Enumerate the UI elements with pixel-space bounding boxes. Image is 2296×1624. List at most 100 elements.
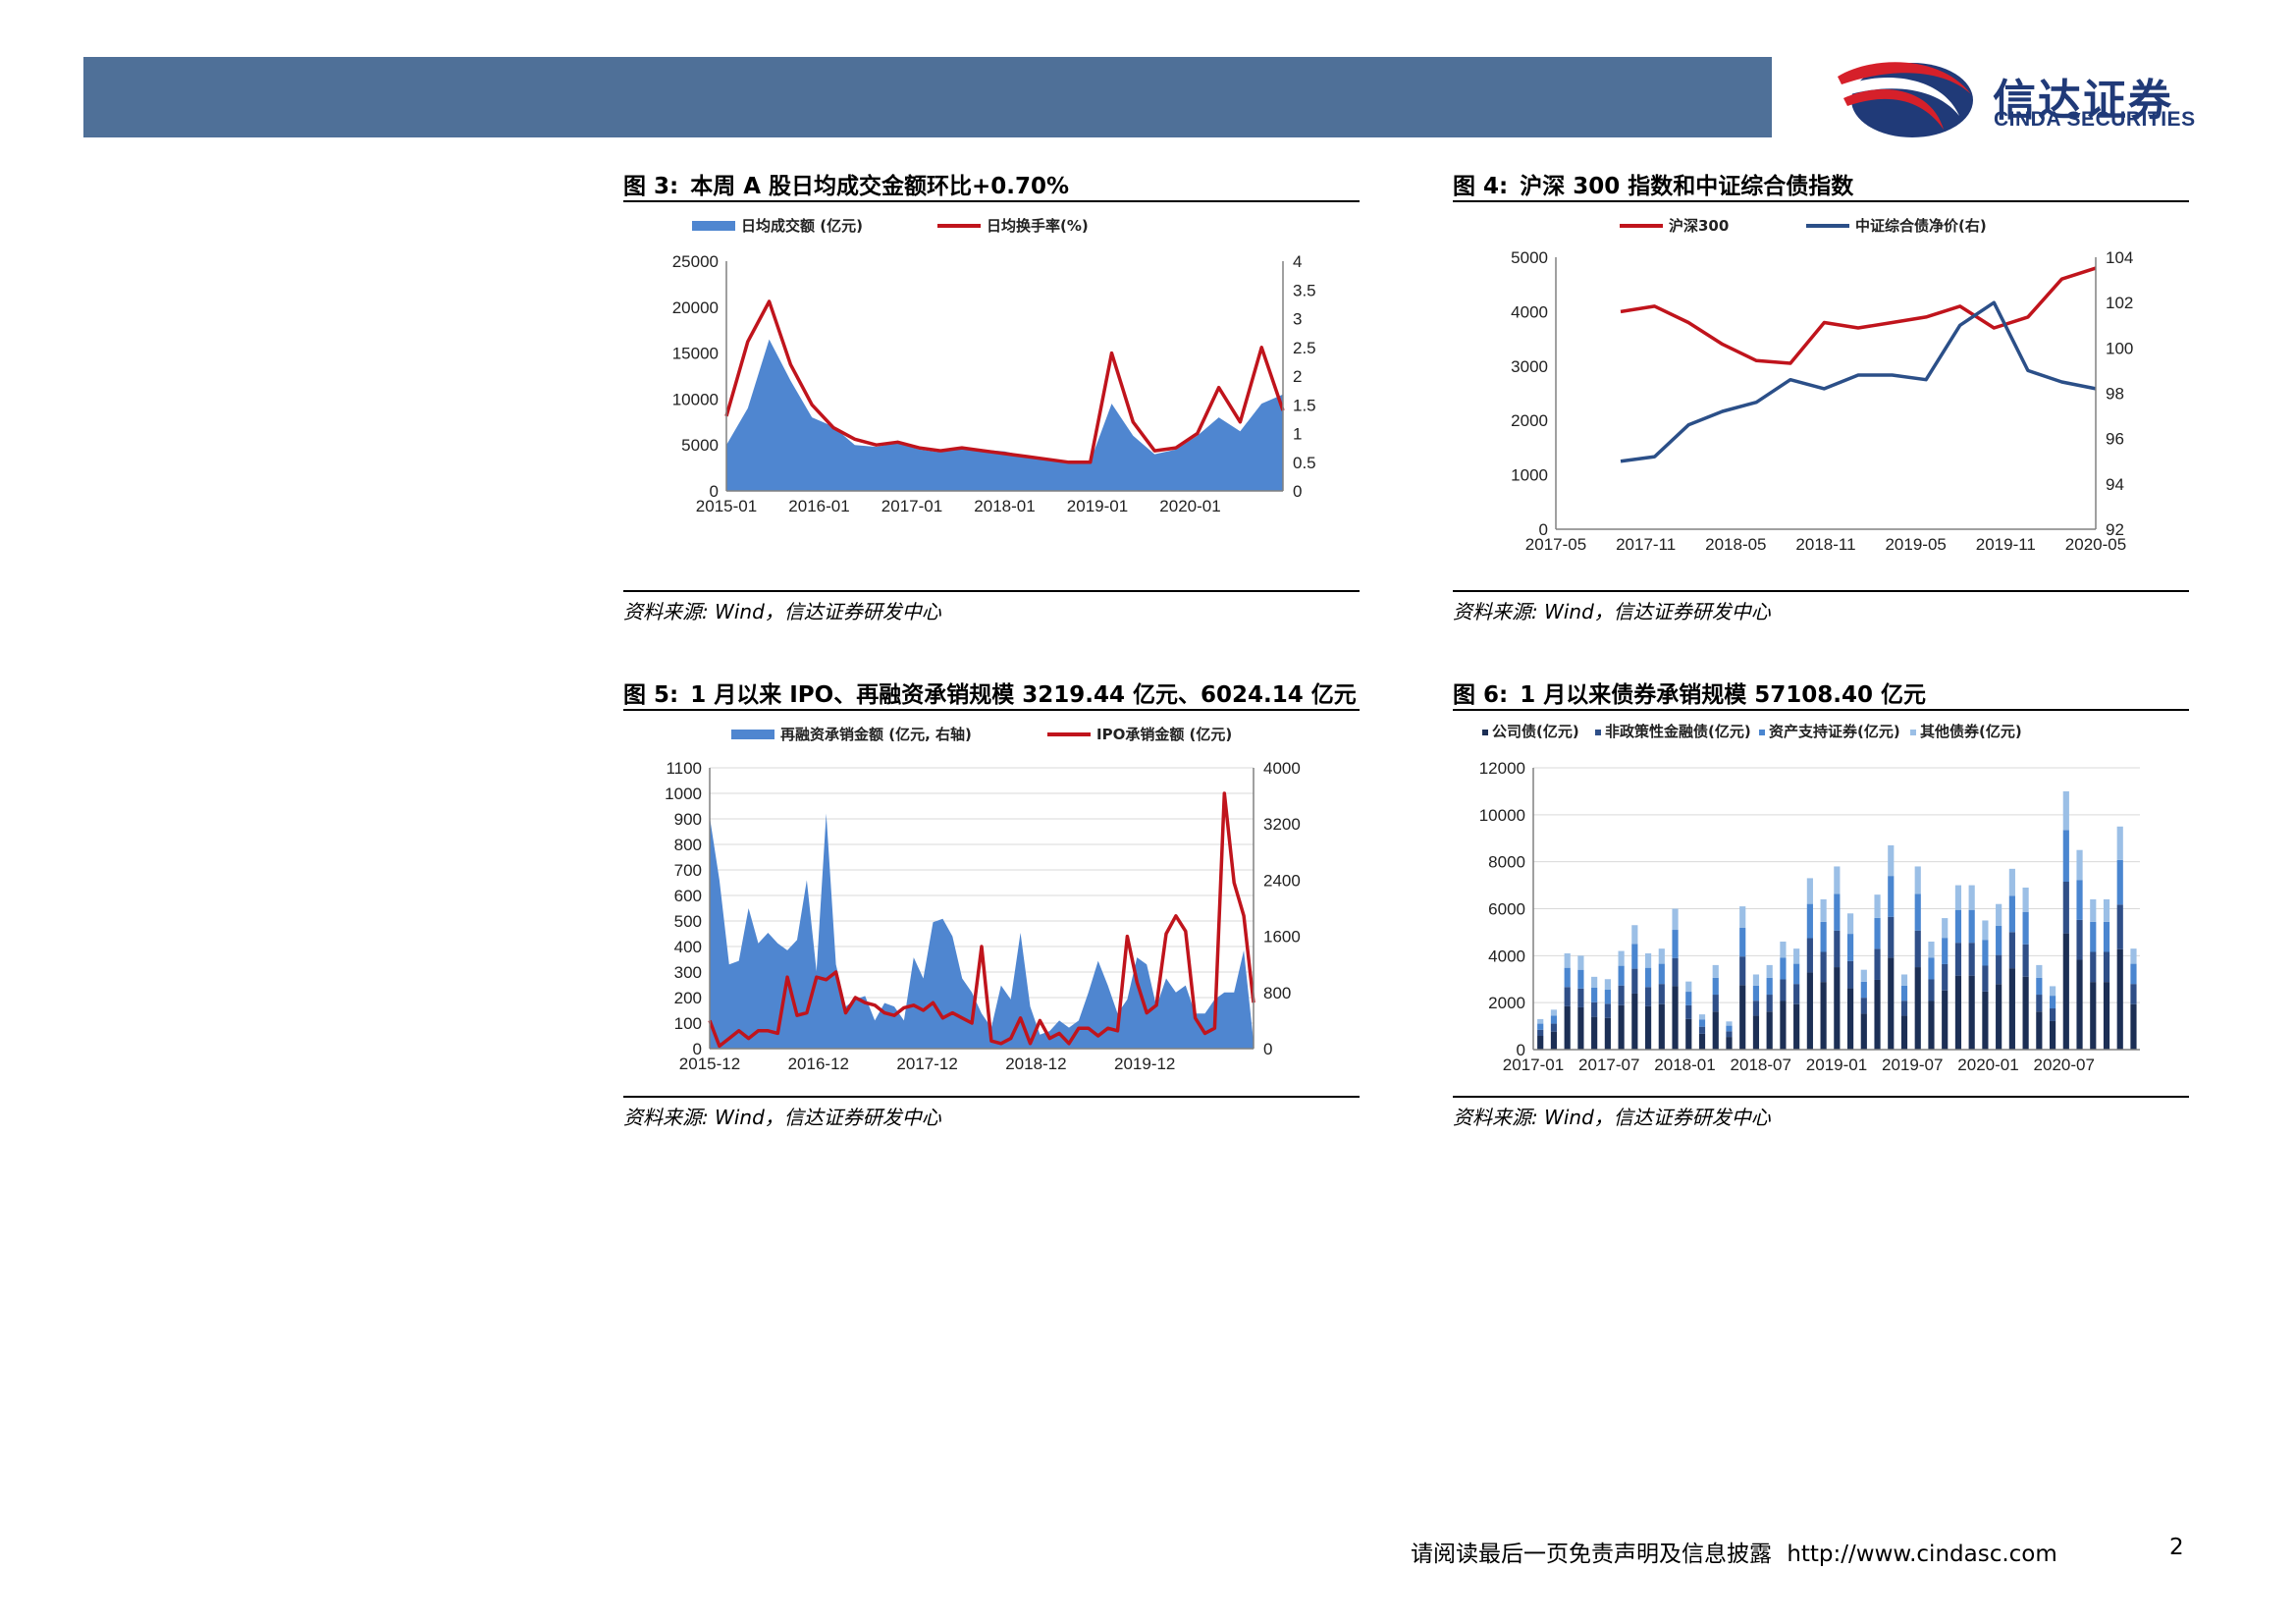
bar-segment bbox=[1752, 985, 1760, 1001]
x-tick-label: 2019-05 bbox=[1885, 535, 1946, 554]
x-tick-label: 2015-01 bbox=[696, 497, 757, 515]
bar-segment bbox=[1644, 967, 1652, 988]
x-tick-label: 2018-01 bbox=[974, 497, 1035, 515]
bar-segment bbox=[2090, 982, 2097, 1050]
bar-segment bbox=[2022, 887, 2029, 912]
y-right-tick-label: 4 bbox=[1293, 252, 1302, 271]
bar-segment bbox=[1752, 1001, 1760, 1016]
bar-segment bbox=[1968, 885, 1975, 910]
bar-segment bbox=[2036, 1011, 2043, 1050]
x-tick-label: 2017-01 bbox=[881, 497, 942, 515]
x-tick-label: 2018-07 bbox=[1731, 1056, 1791, 1074]
figure-3-number: 图 3: bbox=[623, 174, 679, 199]
figure-4-title: 图 4: 沪深 300 指数和中证综合债指数 bbox=[1453, 167, 1853, 200]
bar-segment bbox=[2076, 880, 2083, 920]
y-left-tick-label: 0 bbox=[1539, 520, 1548, 539]
bar-segment bbox=[1685, 1004, 1692, 1019]
legend-swatch bbox=[1910, 730, 1916, 735]
bar-segment bbox=[1860, 1013, 1867, 1050]
bar-segment bbox=[2116, 948, 2123, 1050]
y-right-tick-label: 0 bbox=[1293, 482, 1302, 501]
y-right-tick-label: 1 bbox=[1293, 425, 1302, 444]
bar-segment bbox=[1618, 965, 1625, 986]
bar-segment bbox=[1564, 952, 1571, 968]
y-right-tick-label: 0.5 bbox=[1293, 454, 1316, 472]
figure-4-top-rule bbox=[1453, 200, 2189, 202]
bar-segment bbox=[1914, 893, 1921, 931]
legend-label: 公司债(亿元) bbox=[1492, 723, 1579, 740]
y-right-tick-label: 100 bbox=[2106, 339, 2133, 357]
bar-segment bbox=[2049, 986, 2056, 997]
bar-segment bbox=[2090, 951, 2097, 983]
y-right-tick-label: 98 bbox=[2106, 385, 2124, 404]
bar-segment bbox=[1888, 916, 1895, 958]
bar-segment bbox=[1968, 943, 1975, 976]
bar-segment bbox=[1577, 1006, 1584, 1050]
figure-3-top-rule bbox=[623, 200, 1360, 202]
bar-segment bbox=[1537, 1023, 1544, 1030]
bar-segment bbox=[2049, 1008, 2056, 1021]
bar-segment bbox=[1726, 1021, 1733, 1026]
bar-segment bbox=[1996, 903, 2002, 926]
figure-5-panel: 图 5: 1 月以来 IPO、再融资承销规模 3219.44 亿元、6024.14… bbox=[623, 676, 1360, 1137]
legend-label: 非政策性金融债(亿元) bbox=[1605, 723, 1751, 740]
line-series bbox=[1620, 300, 2097, 463]
bar-segment bbox=[1685, 1018, 1692, 1050]
bar-segment bbox=[2103, 921, 2110, 952]
bar-segment bbox=[1631, 925, 1638, 945]
bar-segment bbox=[1672, 986, 1679, 1050]
bar-segment bbox=[1752, 974, 1760, 986]
x-tick-label: 2017-11 bbox=[1616, 535, 1676, 554]
bar-segment bbox=[2090, 921, 2097, 952]
bar-segment bbox=[1537, 1018, 1544, 1024]
footer-disclaimer: 请阅读最后一页免责声明及信息披露 http://www.cindasc.com bbox=[1411, 1535, 2057, 1568]
cinda-logo-icon bbox=[1838, 62, 1973, 137]
bar-segment bbox=[1644, 952, 1652, 968]
bar-segment bbox=[1726, 1031, 1733, 1038]
x-tick-label: 2018-12 bbox=[1005, 1055, 1066, 1073]
bar-segment bbox=[1698, 1026, 1706, 1034]
y-left-tick-label: 12000 bbox=[1479, 759, 1525, 778]
bar-segment bbox=[1928, 941, 1935, 958]
y-right-tick-label: 102 bbox=[2106, 294, 2133, 312]
y-left-tick-label: 600 bbox=[674, 887, 702, 905]
bar-segment bbox=[2022, 944, 2029, 977]
y-right-tick-label: 92 bbox=[2106, 520, 2124, 539]
bar-segment bbox=[1834, 967, 1841, 1050]
x-tick-label: 2019-11 bbox=[1976, 535, 2036, 554]
footer-url-link[interactable]: http://www.cindasc.com bbox=[1787, 1542, 2057, 1567]
figure-6-source: 资料来源: Wind，信达证券研发中心 bbox=[1453, 1106, 1771, 1129]
bar-segment bbox=[2008, 932, 2015, 969]
bar-segment bbox=[1591, 987, 1598, 1002]
y-left-tick-label: 0 bbox=[1517, 1041, 1525, 1059]
brand-name-cn: 信达证券 bbox=[1993, 76, 2173, 126]
bar-segment bbox=[1860, 969, 1867, 982]
bar-segment bbox=[1942, 963, 1949, 991]
bar-segment bbox=[2062, 790, 2069, 831]
y-left-tick-label: 400 bbox=[674, 938, 702, 956]
bar-segment bbox=[1982, 965, 1989, 992]
line-series bbox=[708, 791, 1255, 1049]
bar-segment bbox=[1834, 893, 1841, 931]
y-left-tick-label: 1000 bbox=[1511, 466, 1548, 485]
bar-segment bbox=[2062, 881, 2069, 934]
bar-segment bbox=[1996, 954, 2002, 985]
y-left-tick-label: 15000 bbox=[672, 345, 719, 363]
bar-segment bbox=[1793, 1003, 1800, 1050]
bar-segment bbox=[1685, 981, 1692, 993]
figure-4-source: 资料来源: Wind，信达证券研发中心 bbox=[1453, 600, 1771, 623]
y-right-tick-label: 800 bbox=[1263, 984, 1291, 1002]
header-bar bbox=[83, 57, 1772, 137]
figure-3-title: 图 3: 本周 A 股日均成交金额环比+0.70% bbox=[623, 167, 1069, 200]
bar-segment bbox=[2008, 968, 2015, 1050]
figure-6-panel: 图 6: 1 月以来债券承销规模 57108.40 亿元 0 2000 4000 600… bbox=[1453, 676, 2189, 1137]
y-left-tick-label: 200 bbox=[674, 989, 702, 1007]
bar-segment bbox=[1834, 930, 1841, 968]
figure-6-title-text: 1 月以来债券承销规模 57108.40 亿元 bbox=[1520, 682, 1927, 708]
y-left-tick-label: 0 bbox=[710, 482, 719, 501]
bar-segment bbox=[2130, 963, 2137, 985]
x-tick-label: 2019-12 bbox=[1114, 1055, 1175, 1073]
y-right-tick-label: 2 bbox=[1293, 367, 1302, 386]
legend-swatch bbox=[1595, 730, 1601, 735]
y-left-tick-label: 0 bbox=[693, 1040, 702, 1058]
